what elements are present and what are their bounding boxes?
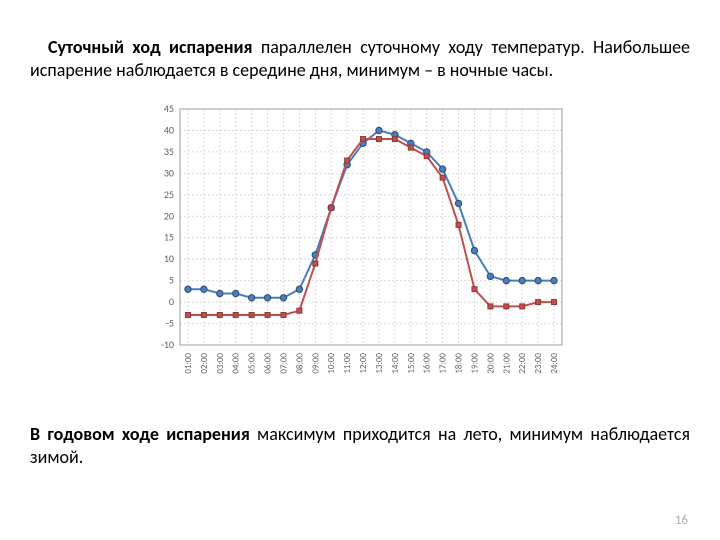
svg-text:11:00: 11:00 [342,353,353,374]
svg-text:0: 0 [169,295,174,308]
svg-text:15: 15 [164,231,174,244]
svg-text:02:00: 02:00 [199,353,210,374]
svg-text:30: 30 [164,166,174,179]
svg-text:09:00: 09:00 [310,353,321,374]
svg-text:25: 25 [164,188,174,201]
svg-text:20: 20 [164,209,174,222]
svg-text:01:00: 01:00 [183,353,194,374]
svg-text:16:00: 16:00 [422,353,433,374]
paragraph-bottom: В годовом ходе испарения максимум приход… [30,423,690,468]
svg-text:45: 45 [164,102,174,115]
page-number: 16 [675,513,688,528]
svg-text:-10: -10 [161,338,174,351]
svg-text:18:00: 18:00 [454,353,465,374]
evaporation-chart: -10 -5 0 5 10 15 20 25 30 35 40 45 01:00 02:00 03:00 04… [140,99,580,399]
svg-text:20:00: 20:00 [485,353,496,374]
svg-text:21:00: 21:00 [501,353,512,374]
svg-text:5: 5 [169,274,174,287]
svg-text:10: 10 [164,252,174,265]
svg-text:15:00: 15:00 [406,353,417,374]
svg-text:22:00: 22:00 [517,353,528,374]
paragraph-top-lead: Суточный ход испарения [48,36,253,58]
svg-text:08:00: 08:00 [294,353,305,374]
svg-text:23:00: 23:00 [533,353,544,374]
svg-text:12:00: 12:00 [358,353,369,374]
paragraph-bottom-lead: В годовом ходе испарения [30,423,250,445]
svg-text:10:00: 10:00 [326,353,337,374]
svg-text:24:00: 24:00 [549,353,560,374]
chart-svg: -10 -5 0 5 10 15 20 25 30 35 40 45 01:00 02:00 03:00 04… [140,99,580,399]
svg-text:19:00: 19:00 [469,353,480,374]
svg-text:14:00: 14:00 [390,353,401,374]
paragraph-top: Суточный ход испарения параллелен суточн… [30,36,690,81]
svg-text:17:00: 17:00 [438,353,449,374]
svg-text:-5: -5 [166,317,174,330]
svg-text:07:00: 07:00 [278,353,289,374]
svg-text:03:00: 03:00 [215,353,226,374]
svg-text:40: 40 [164,123,174,136]
svg-text:04:00: 04:00 [231,353,242,374]
svg-text:06:00: 06:00 [263,353,274,374]
svg-text:13:00: 13:00 [374,353,385,374]
svg-text:35: 35 [164,145,174,158]
svg-text:05:00: 05:00 [247,353,258,374]
